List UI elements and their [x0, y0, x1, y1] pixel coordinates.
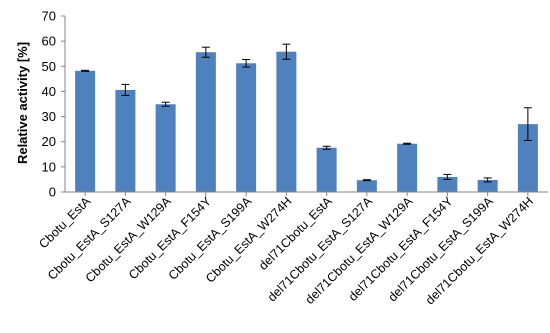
bar [75, 70, 96, 192]
y-axis-title: Relative activity [%] [15, 42, 30, 164]
y-tick-label: 40 [42, 84, 56, 99]
error-bars [81, 43, 532, 183]
y-tick-label: 10 [42, 159, 56, 174]
y-tick-label: 60 [42, 34, 56, 49]
bar [356, 180, 377, 192]
y-tick-label: 20 [42, 134, 56, 149]
bar [276, 51, 297, 193]
y-tick-label: 30 [42, 109, 56, 124]
bar [477, 179, 498, 192]
bar [517, 124, 538, 192]
bar [115, 89, 136, 192]
bar [437, 176, 458, 192]
bar [236, 63, 257, 192]
y-axis-ticks: 0 10 20 30 40 50 60 70 [42, 9, 65, 200]
bar [397, 143, 418, 192]
y-tick-label: 70 [42, 9, 56, 24]
bars [75, 51, 538, 193]
y-tick-label: 50 [42, 59, 56, 74]
x-category-label: del71Cbotu_EstA [256, 194, 335, 273]
bar [155, 104, 176, 192]
bar [195, 52, 216, 192]
x-axis-labels: Cbotu_EstACbotu_EstA_S127ACbotu_EstA_W12… [36, 192, 536, 307]
bar [316, 147, 337, 192]
y-tick-label: 0 [49, 185, 56, 200]
